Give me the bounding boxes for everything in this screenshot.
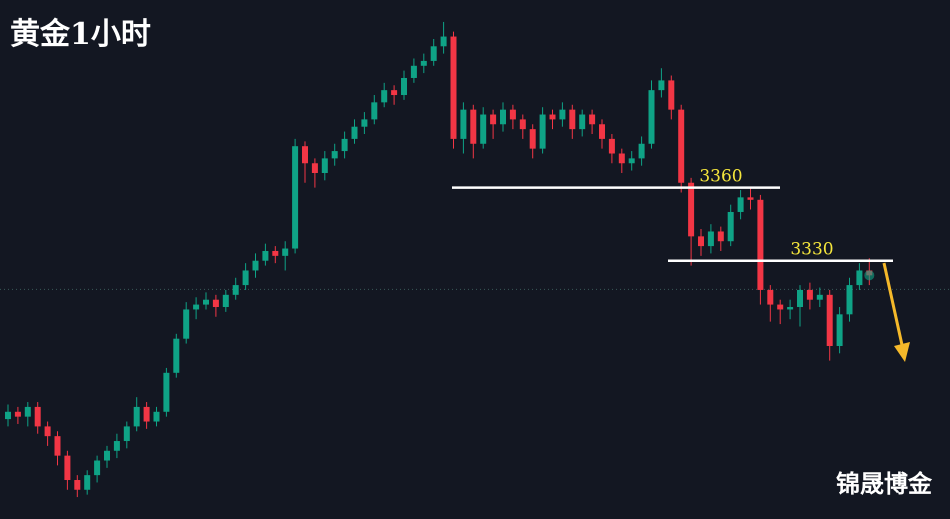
candle-body [153,411,160,422]
candle-body [549,114,556,120]
candle-body [519,119,526,130]
candle-body [490,114,497,125]
candle-body [777,304,784,310]
candle-body [183,309,190,339]
candle-body [509,109,516,120]
candle-body [440,36,447,47]
candle-body [44,426,51,437]
candle-body [242,270,249,286]
candle-body [430,46,437,61]
candle-body [74,480,81,490]
candle-body [599,124,605,139]
candle-body [460,109,467,139]
candle-body [628,158,635,164]
candle-body [232,285,239,295]
candle-body [529,129,536,149]
candle-body [94,460,101,476]
candle-body [311,163,318,173]
arrow [882,262,910,362]
candle-body [836,314,843,346]
candle-body [826,294,833,346]
candle-body [500,109,506,125]
candle-body [163,372,170,412]
candle-body [638,143,645,159]
candle-body [341,138,348,152]
candle-body [203,299,209,305]
level-label: 3360 [699,167,742,187]
candle-body [846,285,853,315]
candle-body [569,109,576,130]
candle-body [5,411,11,420]
candle-body [14,411,21,417]
candle-body [272,250,279,256]
candle-body [193,304,200,310]
candle-body [113,441,120,451]
candle-body [737,197,744,212]
candle-body [381,90,388,103]
candle-body [292,146,299,249]
candle-body [618,153,625,164]
candle-body [707,231,714,247]
candle-body [302,146,308,164]
candle-body [143,406,150,422]
candle-body [371,102,378,120]
level-label: 3330 [790,240,833,260]
candle-body [133,406,140,427]
candle-body [767,289,774,305]
candle-body [104,450,110,461]
candle-body [34,406,41,427]
candle-body [410,65,417,78]
candle-body [648,90,655,144]
candle-body [658,80,665,91]
candle-body [559,109,566,120]
candle-body [539,114,546,149]
candle-body [806,289,813,300]
candle-body [351,126,358,139]
arrow-shaft [882,262,904,346]
candle-body [391,90,398,96]
candle-body [361,119,368,127]
watermark: 锦晟博金 [836,470,933,498]
candle-body [282,248,289,256]
candle-body [589,114,596,125]
candle-body [688,182,695,237]
candle-body [727,211,734,242]
candle-body [173,338,180,373]
candle-body [54,436,61,456]
candle-body [321,158,328,173]
candle-body [698,236,704,247]
candle-body [797,289,803,308]
arrow-head [894,342,910,362]
candle-body [470,109,477,144]
candle-body [64,455,71,481]
candle-body [331,151,338,159]
candle-body [84,475,91,490]
candle-body [579,114,586,130]
candle-body [668,80,675,110]
candle-body [450,36,457,139]
candle-body [480,114,487,144]
candle-body [678,109,685,183]
last-price-dot [864,270,875,281]
candle-body [262,250,269,261]
candle-body [401,77,407,96]
chart-title: 黄金1小时 [10,17,151,52]
candle-body [123,426,130,442]
candle-body [816,294,823,300]
candle-body [747,197,754,200]
candle-body [24,406,31,417]
candle-body [787,307,794,310]
candle-body [757,199,764,290]
candle-body [252,260,259,271]
candle-body [222,294,229,308]
candle-body [608,138,615,154]
candle-body [212,299,219,308]
candle-body [717,231,724,242]
candle-body [856,270,863,286]
candle-body [420,60,427,66]
